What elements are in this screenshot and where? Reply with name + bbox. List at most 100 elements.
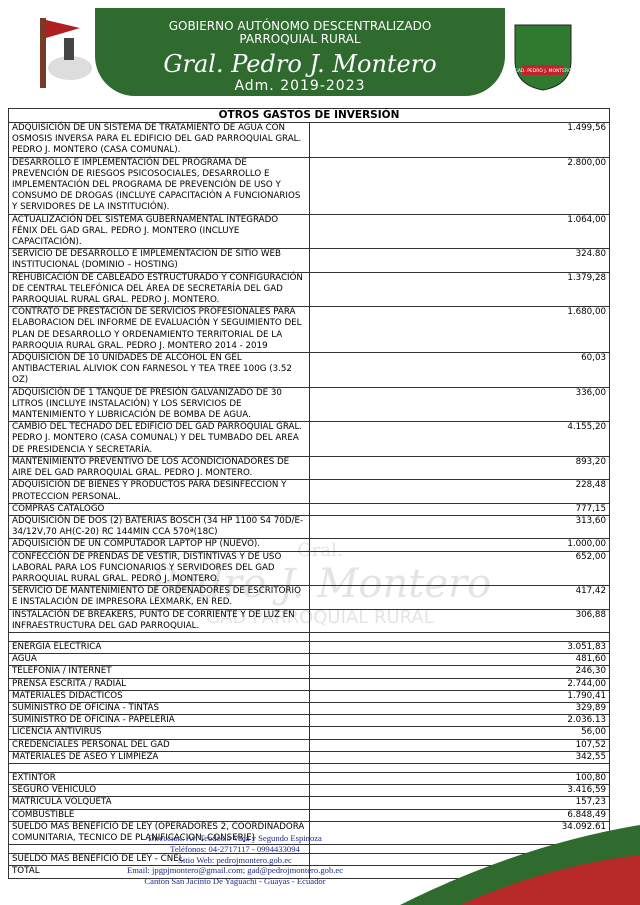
expense-row: SUMINISTRO DE OFICINA - PAPELERIA 2.036.1… (8, 714, 610, 728)
amount: 56,00 (308, 726, 610, 740)
amount: 34.092.61 (308, 820, 610, 846)
amount: 107,52 (308, 738, 610, 752)
expense-row: SERVICIO DE DESARROLLO E IMPLEMENTACION … (8, 248, 610, 273)
expense-row: SEGURO VEHICULO 3.416,59 (8, 784, 610, 798)
header-name: Gral. Pedro J. Montero (163, 50, 437, 78)
amount: 329,89 (308, 701, 610, 716)
description: SEGURO VEHICULO (8, 784, 310, 798)
amount: 313,60 (308, 514, 610, 540)
amount: 228,48 (308, 479, 610, 504)
gap-cell (8, 631, 310, 642)
amount: 306,88 (308, 608, 610, 633)
expense-row: ADQUISICIÓN DE 1 TANQUE DE PRESIÓN GALVA… (8, 386, 610, 423)
gap-row (8, 762, 610, 773)
footer-line: Email: jpgpjmontero@gmail.com; gad@pedro… (126, 865, 344, 876)
footer-line: Dirección: Av. Teodosio Vaca y Segundo E… (148, 833, 322, 843)
expense-row: LICENCIA ANTIVIRUS 56,00 (8, 726, 610, 740)
amount: 481,60 (308, 653, 610, 667)
footer: Dirección: Av. Teodosio Vaca y Segundo E… (90, 833, 380, 887)
description: SERVICIO DE DESARROLLO E IMPLEMENTACION … (8, 248, 310, 273)
footer-line: Sitio Web: pedrojmontero.gob.ec (178, 854, 292, 865)
amount: 246,30 (308, 665, 610, 679)
expense-row: DESARROLLO E IMPLEMENTACIÓN DEL PROGRAMA… (8, 156, 610, 215)
description: PRENSA ESCRITA / RADIAL (8, 677, 310, 691)
description: ADQUISICIÓN DE 10 UNIDADES DE ALCOHOL EN… (8, 352, 310, 388)
expense-row: CONTRATO DE PRESTACIÓN DE SERVICIOS PROF… (8, 306, 610, 354)
expense-row: ADQUISICIÓN DE DOS (2) BATERIAS BOSCH (3… (8, 514, 610, 540)
amount: 3.051,83 (308, 640, 610, 655)
amount: 336,00 (308, 386, 610, 423)
statue-icon (40, 18, 92, 88)
header: GOBIERNO AUTÓNOMO DESCENTRALIZADO PARROQ… (0, 0, 640, 100)
amount: 324.80 (308, 248, 610, 273)
amount: 2.744,00 (308, 677, 610, 691)
table-title: OTROS GASTOS DE INVERSIÓN (8, 108, 610, 123)
expense-row: COMBUSTIBLE 6.848,49 (8, 808, 610, 822)
description: CAMBIO DEL TECHADO DEL EDIFICIO DEL GAD … (8, 421, 310, 457)
description: TELEFONIA / INTERNET (8, 665, 310, 679)
description: MATERIALES DE ASEO Y LIMPIEZA (8, 750, 310, 764)
description: INSTALACIÓN DE BREAKERS, PUNTO DE CORRIE… (8, 608, 310, 633)
header-band (95, 8, 505, 96)
description: CONFECCIÓN DE PRENDAS DE VESTIR, DISTINT… (8, 550, 310, 587)
amount: 893,20 (308, 455, 610, 481)
expense-row: ADQUISICIÓN DE UN SISTEMA DE TRATAMIENTO… (8, 122, 610, 158)
description: MATRICULA VOLQUETA (8, 796, 310, 810)
title-row: OTROS GASTOS DE INVERSIÓN (8, 108, 610, 123)
amount: 1.000,00 (308, 538, 610, 552)
amount: 100,80 (308, 771, 610, 786)
description: COMPRAS CATALOGO (8, 502, 310, 516)
expense-row: CAMBIO DEL TECHADO DEL EDIFICIO DEL GAD … (8, 421, 610, 457)
logo: GAD. PEDRO J. MONTERO (514, 24, 572, 91)
description: EXTINTOR (8, 771, 310, 786)
amount: 342,55 (308, 750, 610, 764)
amount: 1.790,41 (308, 689, 610, 703)
expense-row: ACTUALIZACIÓN DEL SISTEMA GUBERNAMENTAL … (8, 213, 610, 250)
description: ADQUISICIÓN DE UN COMPUTADOR LAPTOP HP (… (8, 538, 310, 552)
description: ENERGIA ELECTRICA (8, 640, 310, 655)
expense-row: INSTALACIÓN DE BREAKERS, PUNTO DE CORRIE… (8, 608, 610, 633)
description: ACTUALIZACIÓN DEL SISTEMA GUBERNAMENTAL … (8, 213, 310, 250)
amount: 2.036.13 (308, 714, 610, 728)
expense-row: ADQUISICIÓN DE BIENES Y PRODUCTOS PARA D… (8, 479, 610, 504)
header-lines: GOBIERNO AUTÓNOMO DESCENTRALIZADO PARROQ… (95, 20, 505, 46)
expense-row: ADQUISICIÓN DE UN COMPUTADOR LAPTOP HP (… (8, 538, 610, 552)
description: SUMINISTRO DE OFICINA - PAPELERIA (8, 714, 310, 728)
expense-row: MATRICULA VOLQUETA 157,23 (8, 796, 610, 810)
header-adm: Adm. 2019-2023 (234, 78, 366, 94)
description: ADQUISICIÓN DE 1 TANQUE DE PRESIÓN GALVA… (8, 386, 310, 423)
amount: 1.499,56 (308, 122, 610, 158)
amount: 3.416,59 (308, 784, 610, 798)
description: REHUBICACIÓN DE CABLEADO ESTRUCTURADO Y … (8, 271, 310, 308)
description: SERVICIO DE MANTENIMIENTO DE ORDENADORES… (8, 585, 310, 610)
amount: 417,42 (308, 585, 610, 610)
header-line: PARROQUIAL RURAL (239, 32, 361, 46)
description: ADQUISICIÓN DE DOS (2) BATERIAS BOSCH (3… (8, 514, 310, 540)
description: LICENCIA ANTIVIRUS (8, 726, 310, 740)
expense-row: EXTINTOR 100,80 (8, 771, 610, 786)
description: ADQUISICIÓN DE BIENES Y PRODUCTOS PARA D… (8, 479, 310, 504)
description: ADQUISICIÓN DE UN SISTEMA DE TRATAMIENTO… (8, 122, 310, 158)
description: SUMINISTRO DE OFICINA - TINTAS (8, 701, 310, 716)
amount: 1.379,28 (308, 271, 610, 308)
description: DESARROLLO E IMPLEMENTACIÓN DEL PROGRAMA… (8, 156, 310, 215)
footer-line: Teléfonos: 04-2717117 - 0994433094 (170, 843, 300, 854)
gap-cell (308, 762, 610, 773)
description: AGUA (8, 653, 310, 667)
logo-text: GAD. PEDRO J. MONTERO (514, 68, 572, 74)
expense-row: COMPRAS CATALOGO 777,15 (8, 502, 610, 516)
expense-row: MATERIALES DE ASEO Y LIMPIEZA 342,55 (8, 750, 610, 764)
amount: 1.064,00 (308, 213, 610, 250)
expense-row: ADQUISICIÓN DE 10 UNIDADES DE ALCOHOL EN… (8, 352, 610, 388)
amount: 2.800,00 (308, 156, 610, 215)
description: MANTENIMIENTO PREVENTIVO DE LOS ACONDICI… (8, 455, 310, 481)
footer-decoration (400, 825, 640, 905)
amount: 4.155,20 (308, 421, 610, 457)
expense-row: REHUBICACIÓN DE CABLEADO ESTRUCTURADO Y … (8, 271, 610, 308)
description: COMBUSTIBLE (8, 808, 310, 822)
expense-row: PRENSA ESCRITA / RADIAL 2.744,00 (8, 677, 610, 691)
expense-table: OTROS GASTOS DE INVERSIÓN ADQUISICIÓN DE… (8, 108, 610, 879)
amount: 1.680,00 (308, 306, 610, 354)
description: CONTRATO DE PRESTACIÓN DE SERVICIOS PROF… (8, 306, 310, 354)
expense-row: SERVICIO DE MANTENIMIENTO DE ORDENADORES… (8, 585, 610, 610)
